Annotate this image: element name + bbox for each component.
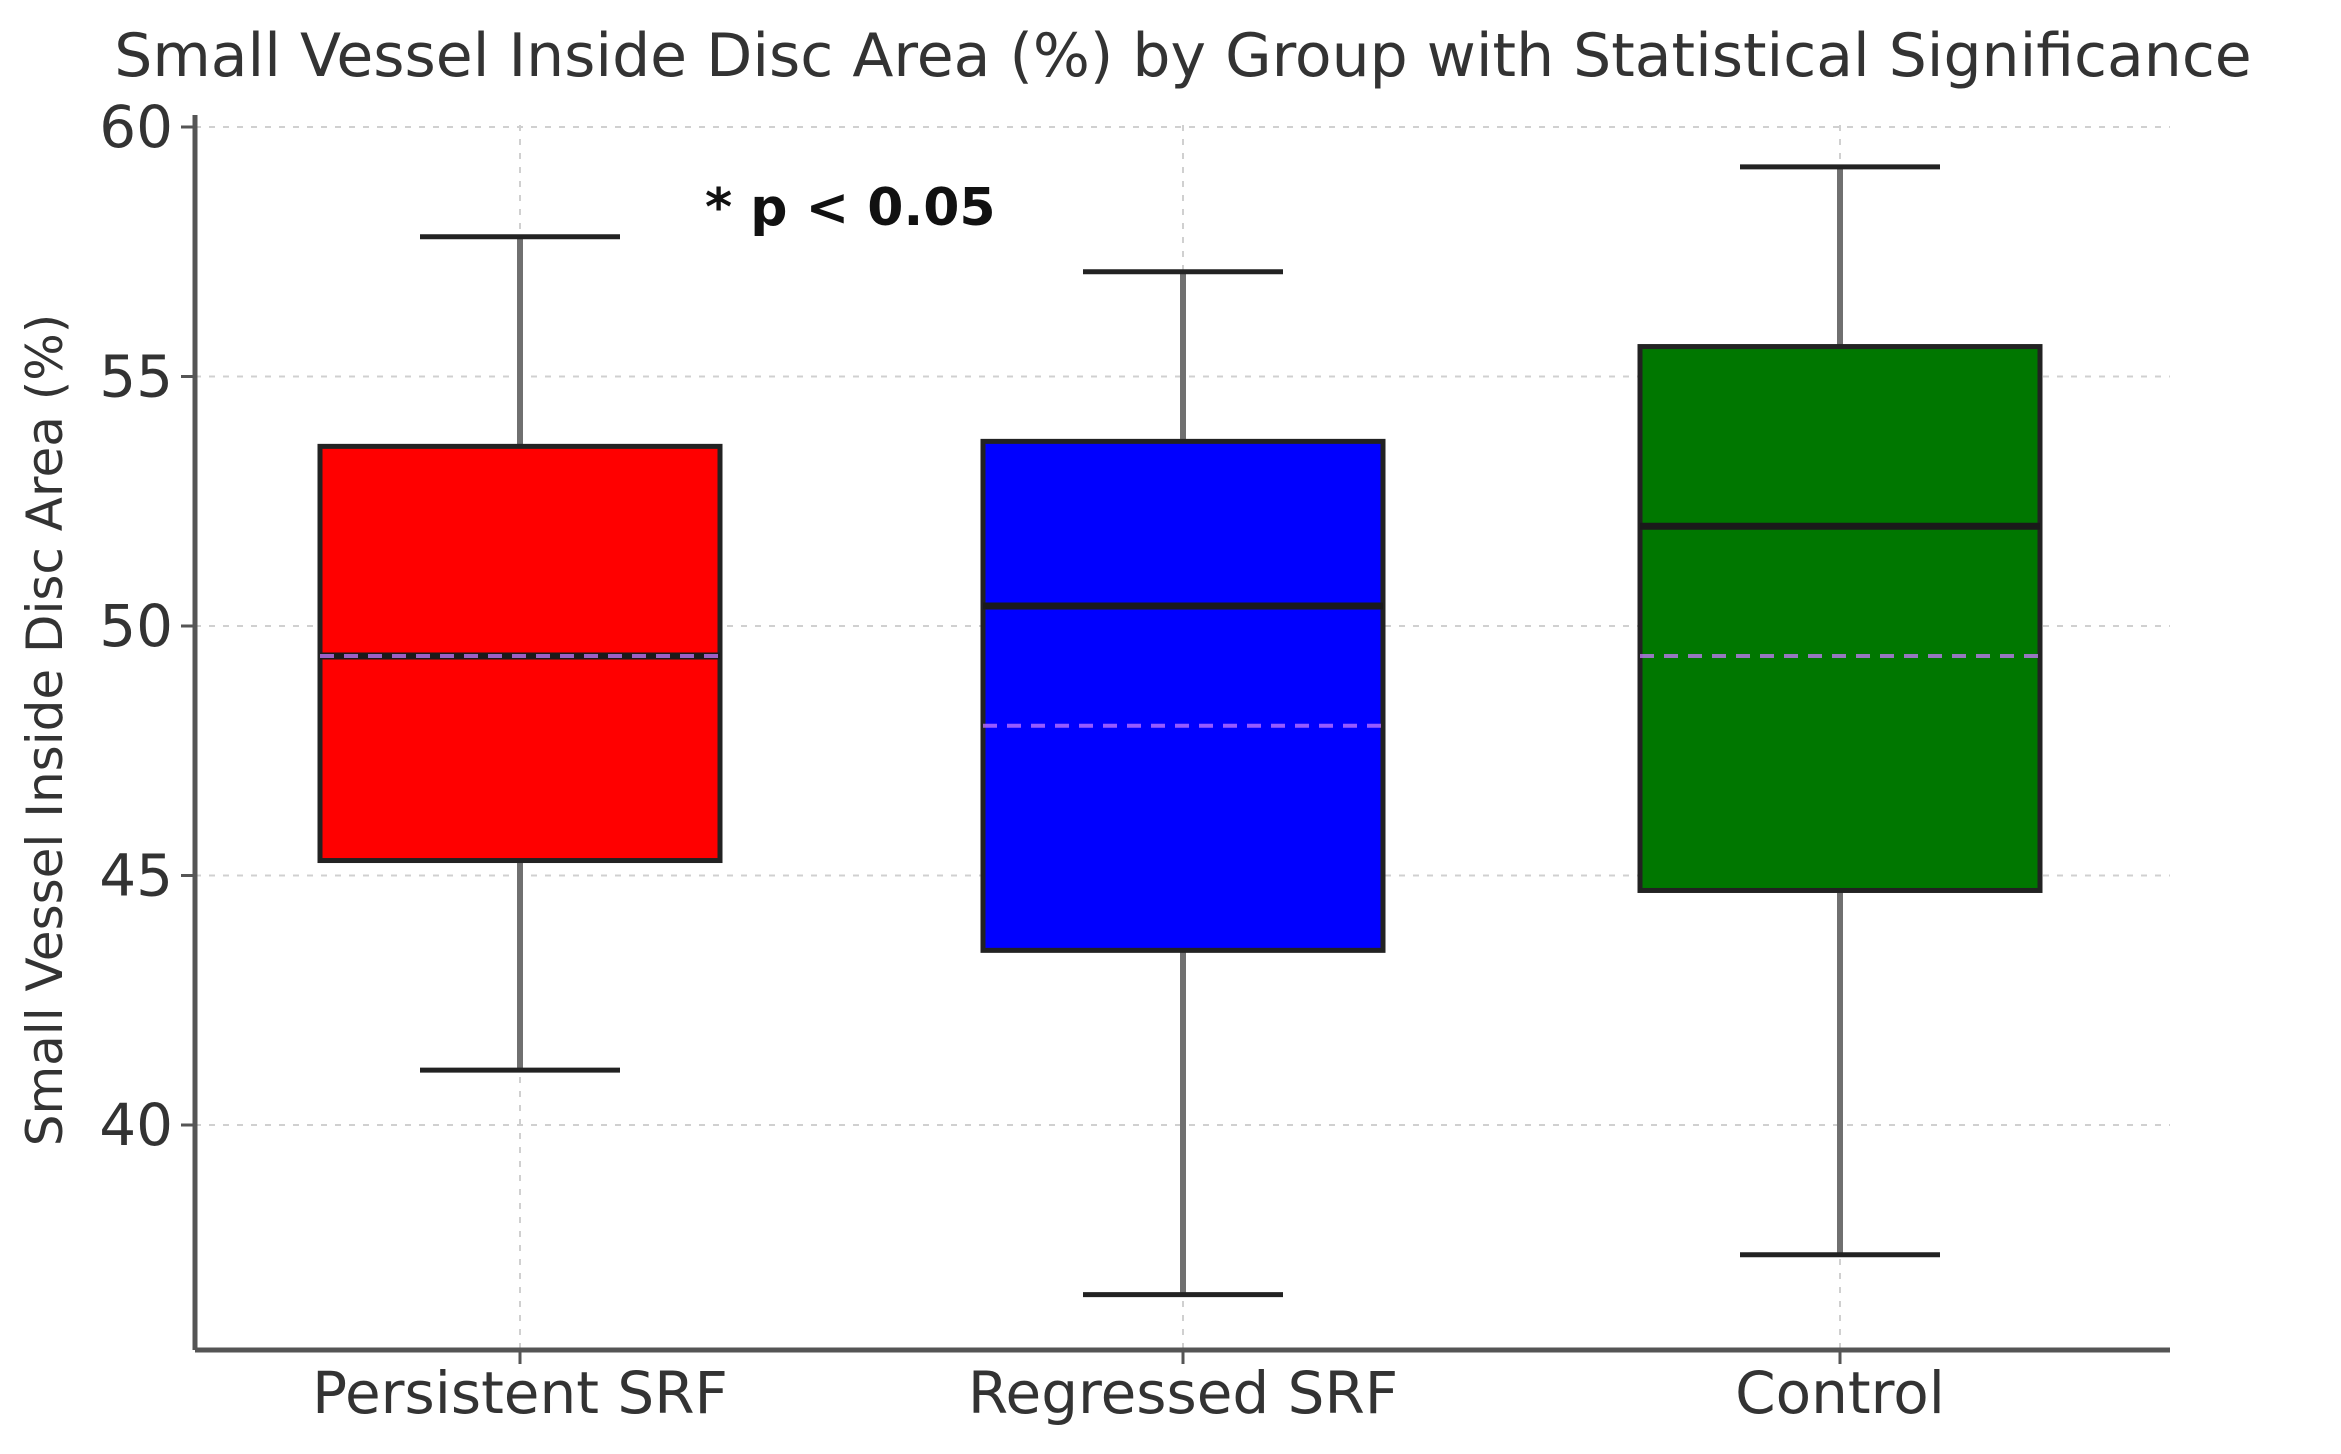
axes: Persistent SRF Regressed SRF Control 40 45 50… (99, 93, 2170, 1427)
x-tick-label: Control (1735, 1359, 1945, 1427)
box-regressed-srf (980, 269, 1386, 1298)
significance-annotation: * p < 0.05 (705, 178, 996, 238)
iqr-box (980, 438, 1386, 953)
y-tick-label: 50 (99, 592, 173, 660)
y-tick-label: 40 (99, 1091, 173, 1159)
y-tick-label: 60 (99, 93, 173, 161)
x-tick-label: Persistent SRF (312, 1359, 728, 1427)
y-tick-label: 55 (99, 343, 173, 411)
y-tick-label: 45 (99, 842, 173, 910)
box-control (1637, 164, 2043, 1258)
y-axis-title: Small Vessel Inside Disc Area (%) (16, 314, 74, 1147)
box-persistent-srf (317, 234, 723, 1073)
iqr-box (1637, 344, 2043, 893)
chart-title: Small Vessel Inside Disc Area (%) by Gro… (114, 21, 2251, 91)
boxes (317, 164, 2043, 1298)
x-tick-label: Regressed SRF (968, 1359, 1398, 1427)
